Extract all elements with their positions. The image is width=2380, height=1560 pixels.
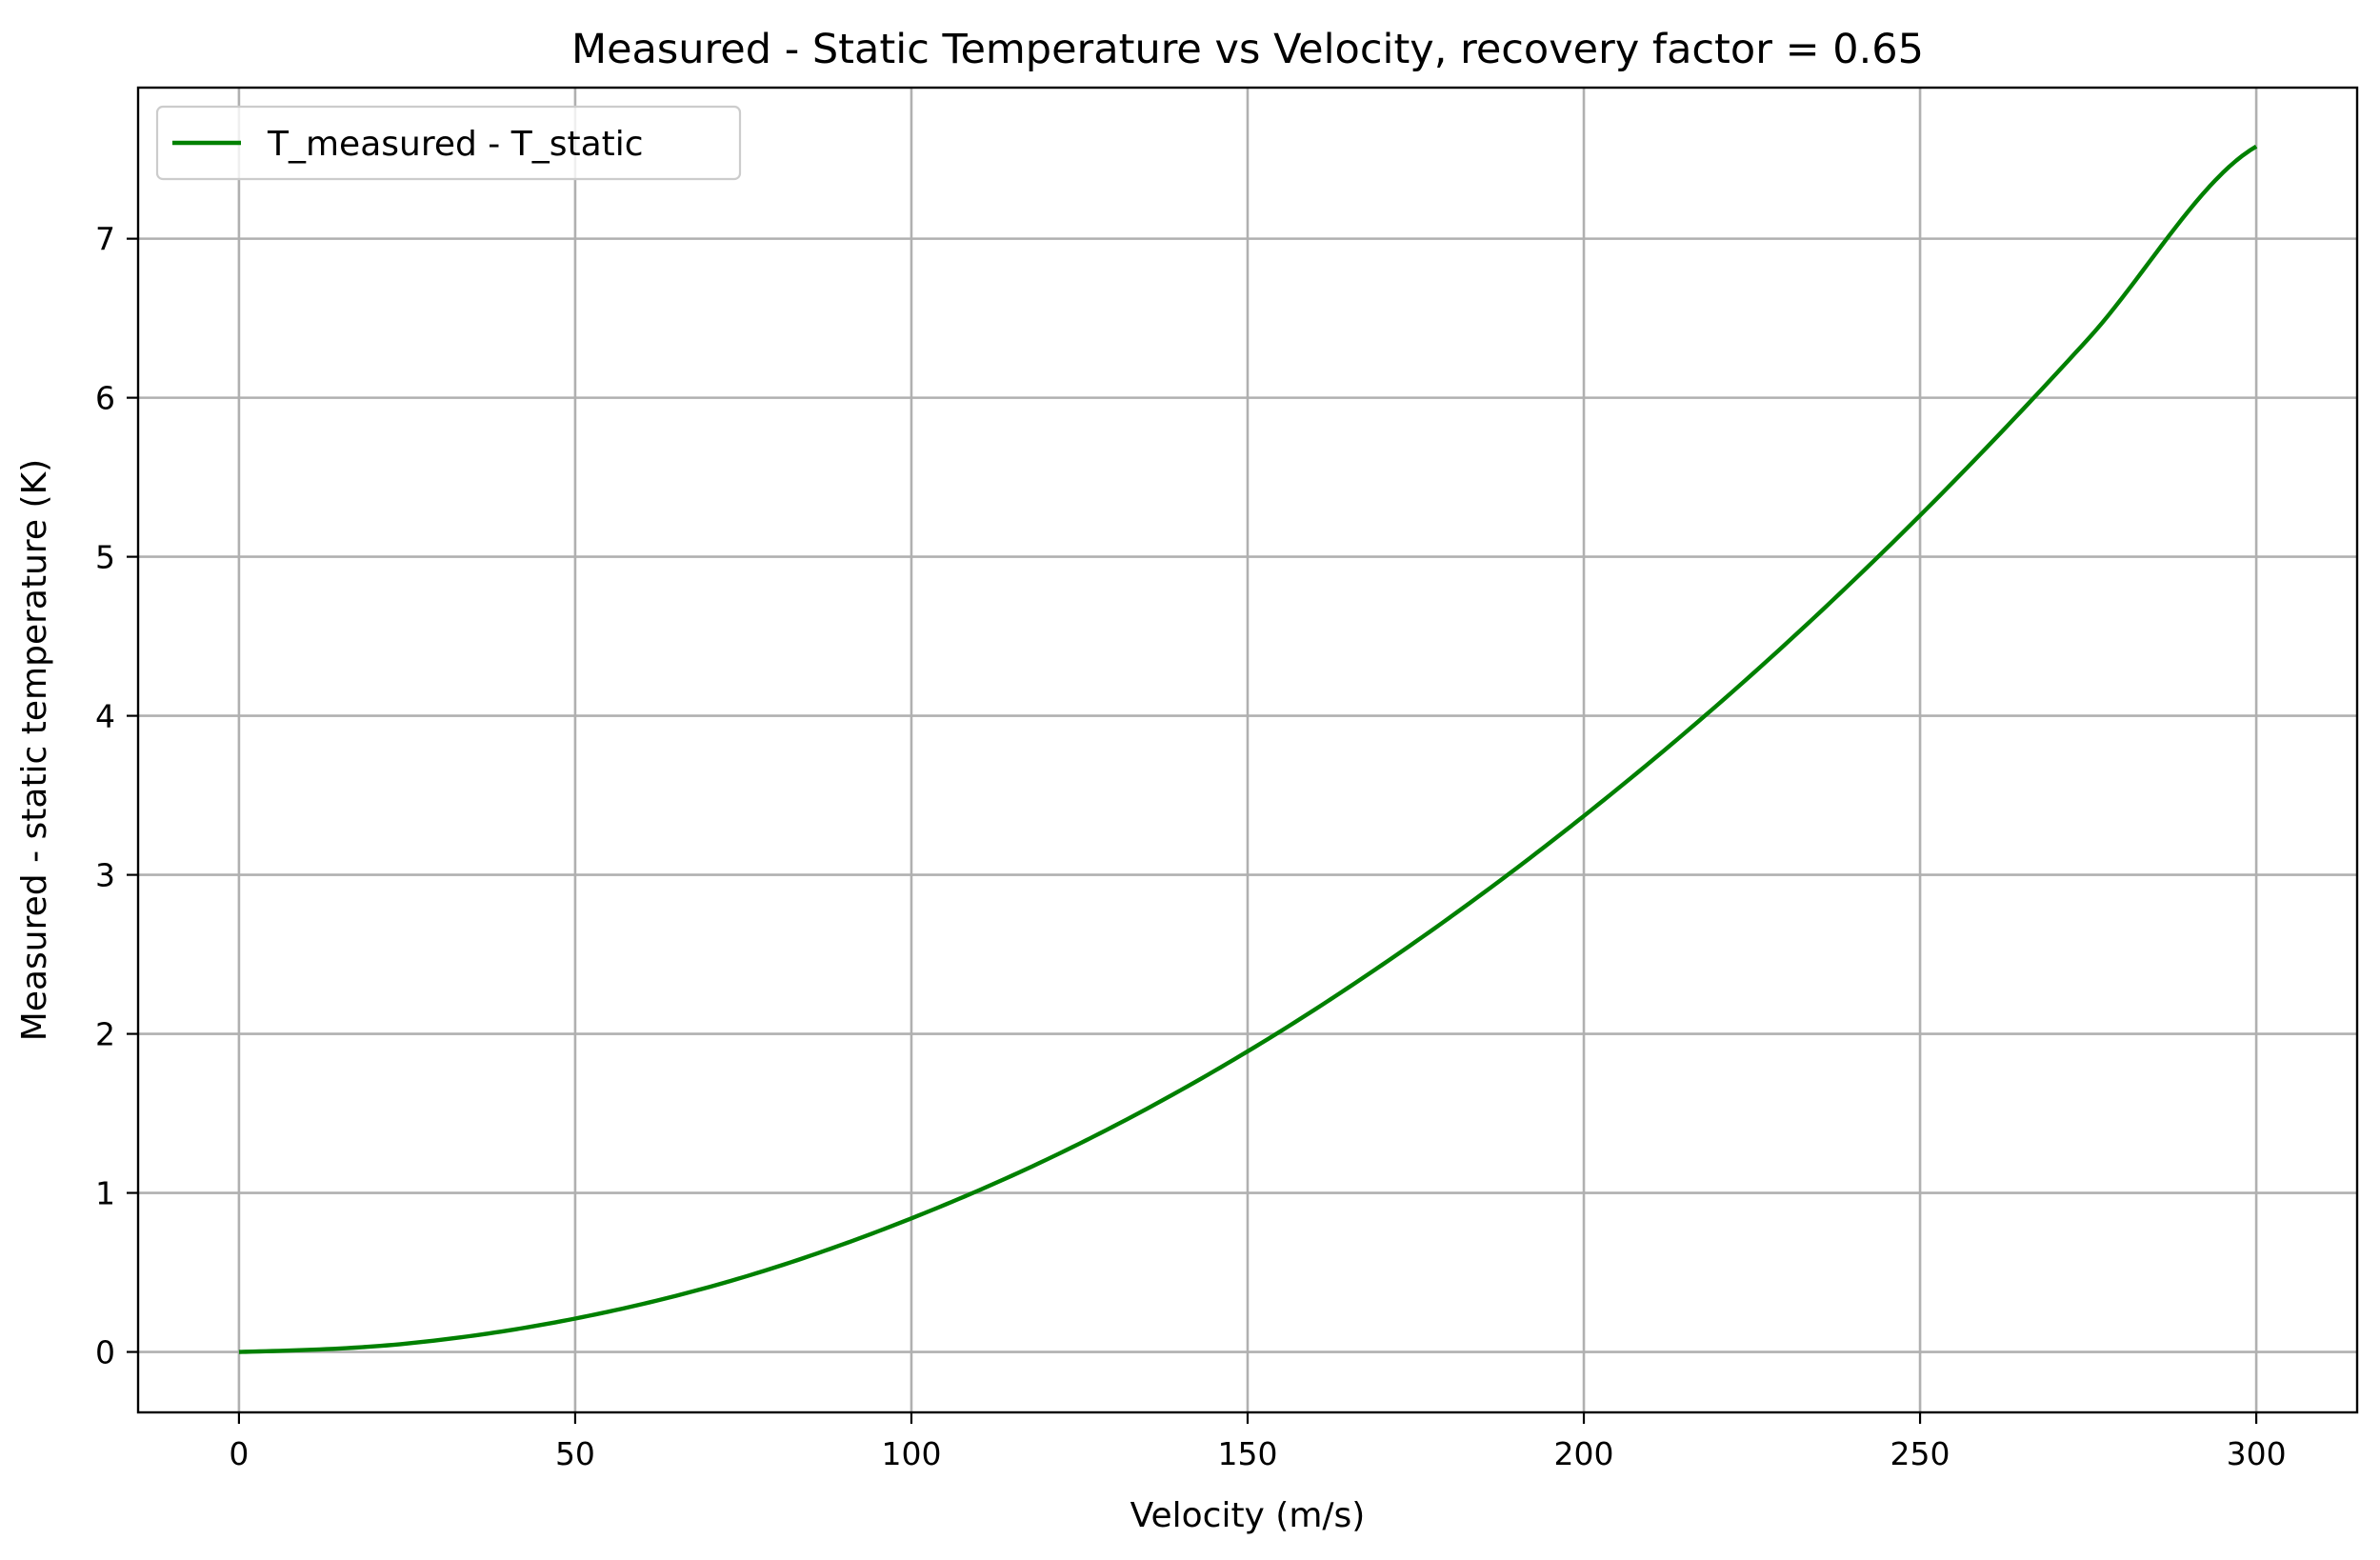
x-axis-title: Velocity (m/s) xyxy=(1130,1496,1366,1535)
y-tick-label: 1 xyxy=(95,1175,115,1212)
legend-label: T_measured - T_static xyxy=(267,125,644,164)
x-tick-label: 50 xyxy=(555,1435,595,1472)
y-tick-label: 3 xyxy=(95,857,115,894)
y-axis-title: Measured - static temperature (K) xyxy=(15,459,54,1041)
x-tick-label: 300 xyxy=(2227,1435,2287,1472)
y-tick-label: 2 xyxy=(95,1016,115,1053)
x-tick-label: 0 xyxy=(229,1435,249,1472)
chart-title: Measured - Static Temperature vs Velocit… xyxy=(571,26,1924,73)
y-tick-label: 5 xyxy=(95,539,115,576)
y-tick-label: 6 xyxy=(95,380,115,417)
x-tick-label: 100 xyxy=(881,1435,941,1472)
legend: T_measured - T_static xyxy=(157,107,740,179)
y-tick-label: 0 xyxy=(95,1334,115,1371)
x-tick-label: 200 xyxy=(1554,1435,1614,1472)
y-tick-label: 4 xyxy=(95,698,115,735)
x-tick-label: 150 xyxy=(1218,1435,1278,1472)
x-tick-label: 250 xyxy=(1890,1435,1950,1472)
y-tick-label: 7 xyxy=(95,221,115,258)
